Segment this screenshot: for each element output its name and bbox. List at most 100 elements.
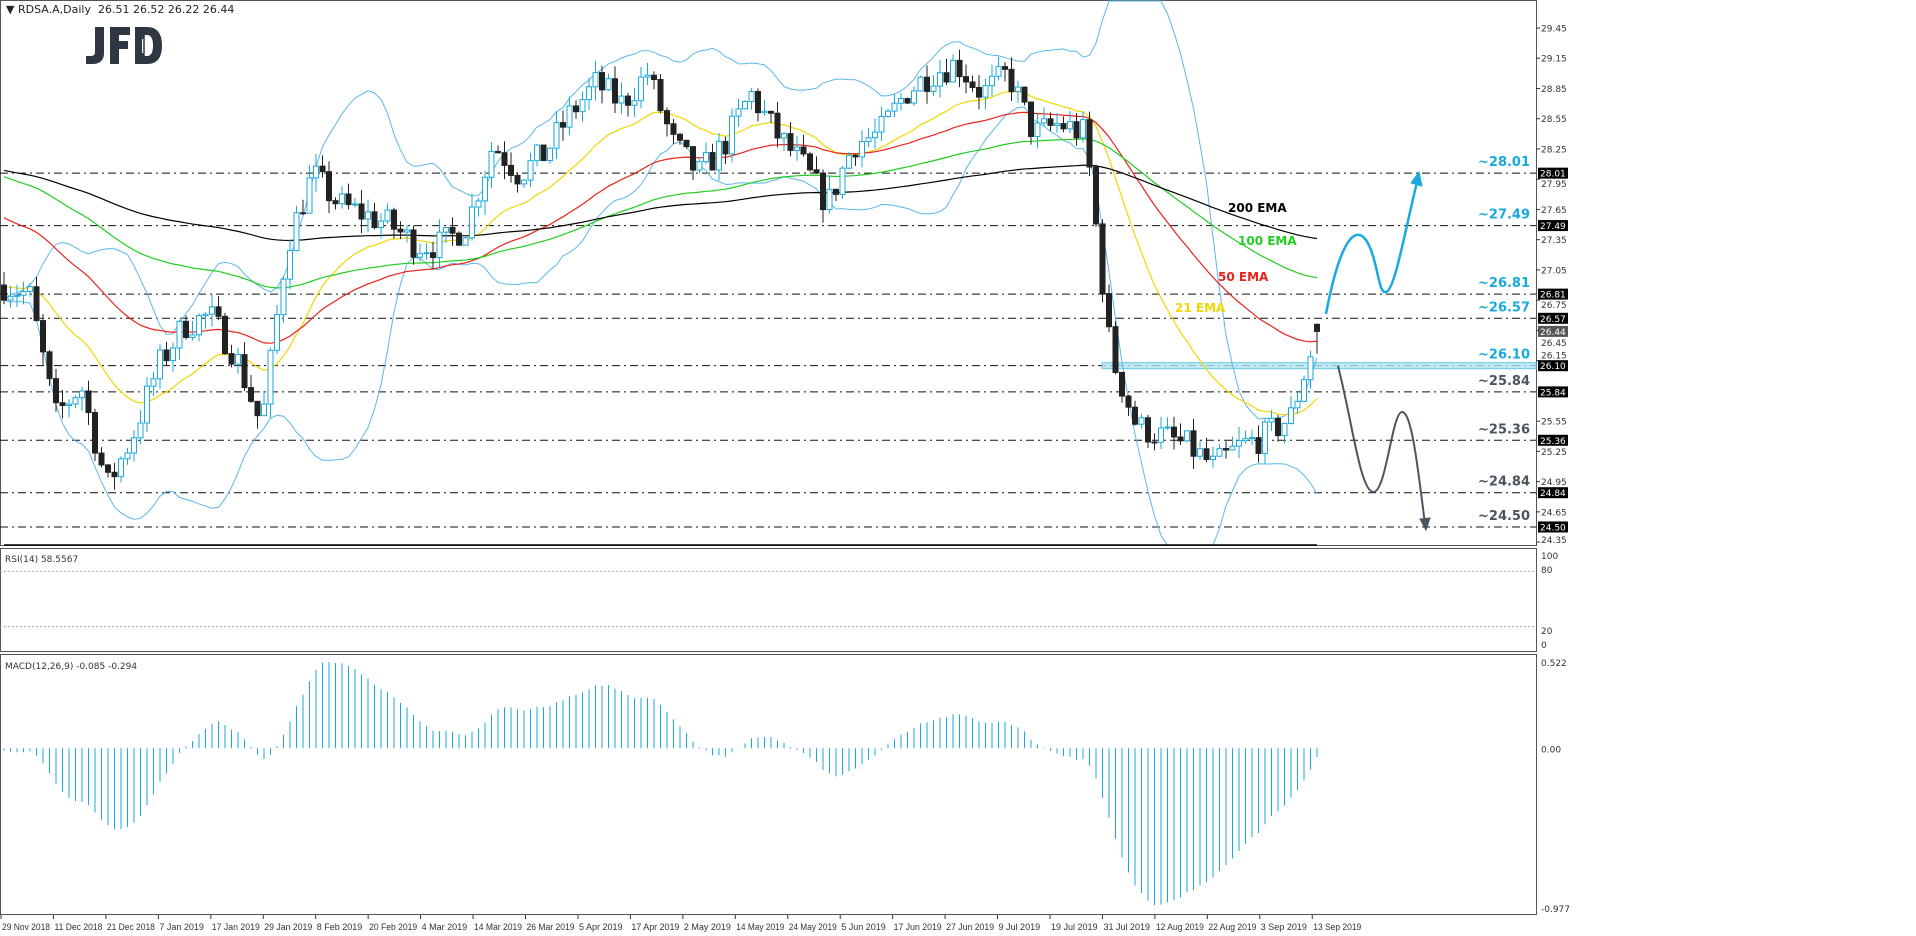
candle-body <box>436 231 443 259</box>
candle-body <box>1190 430 1197 457</box>
x-tick-label: 8 Feb 2019 <box>317 922 363 932</box>
rsi-tick-label: 80 <box>1541 566 1553 576</box>
x-tick-label: 22 Aug 2019 <box>1208 922 1256 932</box>
level-price-text: 26.57 <box>1540 315 1566 325</box>
candle-body <box>1275 417 1281 437</box>
level-price-text: 24.50 <box>1540 523 1566 533</box>
candle-body <box>79 390 85 399</box>
candle-body <box>527 160 534 181</box>
level-price-box <box>1538 487 1568 499</box>
ema-100-line <box>3 138 1318 289</box>
candle-body <box>631 100 638 106</box>
candle-body <box>742 101 748 110</box>
candle-body <box>969 81 976 88</box>
main-panel-frame <box>0 0 1537 546</box>
candle-body <box>111 471 118 478</box>
level-price-text: 26.10 <box>1540 362 1566 372</box>
candle-body <box>287 250 293 280</box>
candle-body <box>846 154 852 169</box>
candle-body <box>807 153 813 171</box>
level-price-text: 25.36 <box>1540 437 1566 447</box>
y-tick-label: 24.35 <box>1541 536 1567 546</box>
candle-body <box>157 349 163 380</box>
candle-body <box>274 314 280 351</box>
candle-body <box>222 315 228 355</box>
candle-body <box>137 422 144 439</box>
y-tick-label: 26.45 <box>1541 339 1567 349</box>
candle-body <box>1314 323 1320 332</box>
level-price-box <box>1538 360 1568 372</box>
y-tick-label: 27.65 <box>1541 206 1567 216</box>
candle-body <box>280 278 287 316</box>
candle-body <box>904 98 911 104</box>
x-tick-label: 17 Jun 2019 <box>894 922 942 932</box>
candle-body <box>189 334 196 338</box>
dropdown-triangle-icon[interactable]: ▼ <box>6 3 18 16</box>
candle-body <box>618 95 625 104</box>
candle-body <box>410 229 417 258</box>
candle-body <box>1093 166 1099 225</box>
bullish-scenario-path <box>1324 177 1420 315</box>
candle-body <box>774 112 781 139</box>
candle-body <box>66 403 72 407</box>
candle-body <box>1281 422 1288 437</box>
x-tick-label: 24 May 2019 <box>789 922 837 932</box>
bollinger-upper-band <box>3 0 1318 420</box>
candle-body <box>852 154 859 158</box>
x-tick-label: 21 Dec 2018 <box>107 922 155 932</box>
candle-body <box>787 133 794 151</box>
candle-body <box>553 122 560 149</box>
candle-body <box>514 174 521 185</box>
candle-body <box>14 294 20 297</box>
candle-body <box>300 212 306 215</box>
candle-body <box>521 179 527 185</box>
level-label: ~24.50 <box>1478 509 1530 524</box>
candle-body <box>495 150 501 154</box>
candle-body <box>820 172 826 211</box>
macd-panel-frame <box>0 654 1537 915</box>
candle-body <box>319 165 326 173</box>
candle-body <box>566 105 573 128</box>
candle-body <box>1002 66 1008 70</box>
candle-body <box>612 78 618 104</box>
candle-body <box>430 252 436 259</box>
y-tick-label: 28.55 <box>1541 115 1567 125</box>
level-label: ~26.81 <box>1478 276 1530 291</box>
level-label: ~25.36 <box>1478 422 1530 437</box>
level-label: ~27.49 <box>1478 208 1530 223</box>
candle-body <box>1145 417 1151 443</box>
bearish-scenario-path <box>1337 365 1426 525</box>
y-tick-label: 28.85 <box>1541 85 1567 95</box>
candle-body <box>865 137 872 143</box>
x-tick-label: 27 Jun 2019 <box>946 922 994 932</box>
candle-body <box>540 144 547 162</box>
candle-body <box>800 146 807 155</box>
y-tick-label: 27.35 <box>1541 236 1567 246</box>
candle-body <box>911 90 917 104</box>
candle-body <box>1060 123 1067 130</box>
candle-body <box>1112 326 1119 373</box>
candle-body <box>144 385 150 424</box>
candle-body <box>1203 448 1210 461</box>
candle-body <box>1151 441 1158 444</box>
y-tick-label: 28.25 <box>1541 145 1567 155</box>
candle-body <box>482 176 488 202</box>
candle-body <box>1028 101 1034 137</box>
macd-tick-label: -0.977 <box>1541 905 1570 915</box>
candle-body <box>1294 400 1301 409</box>
candle-body <box>1021 86 1028 103</box>
level-price-box <box>1538 167 1568 179</box>
candle-body <box>1086 119 1093 168</box>
x-tick-label: 13 Sep 2019 <box>1313 922 1361 932</box>
candle-body <box>657 79 664 112</box>
candle-body <box>794 146 800 151</box>
x-tick-label: 7 Jan 2019 <box>159 922 204 932</box>
candle-body <box>1138 417 1145 425</box>
jfd-logo <box>85 25 165 71</box>
candle-body <box>937 72 943 87</box>
candle-body <box>989 75 995 87</box>
candle-body <box>1164 426 1171 429</box>
level-price-box <box>1538 288 1568 300</box>
x-tick-label: 11 Dec 2018 <box>54 922 102 932</box>
y-tick-label: 24.95 <box>1541 478 1567 488</box>
